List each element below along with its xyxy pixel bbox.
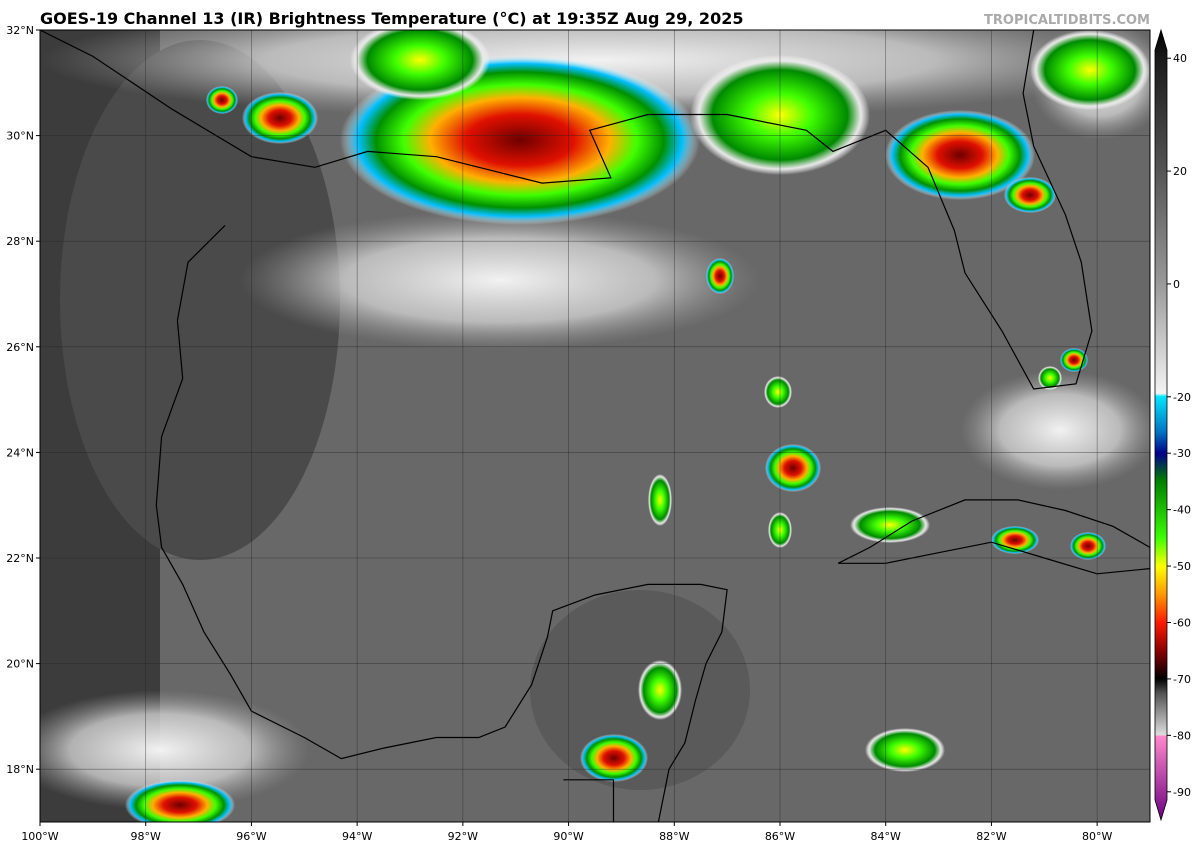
storm-cell	[638, 660, 682, 720]
lon-label: 92°W	[448, 830, 478, 843]
storm-cell	[765, 444, 821, 492]
lat-label: 18°N	[6, 763, 34, 776]
storm-cell	[206, 86, 238, 114]
colorbar-label: -40	[1173, 504, 1191, 517]
lon-label: 94°W	[342, 830, 372, 843]
colorbar-label: 40	[1173, 52, 1187, 65]
cloud-band	[40, 690, 310, 810]
colorbar-label: -90	[1173, 786, 1191, 799]
storm-cell	[764, 376, 792, 408]
colorbar-label: -70	[1173, 673, 1191, 686]
axis-labels: 32°N 30°N 28°N 26°N 24°N 22°N 20°N 18°N 100°W 98°…	[6, 24, 1112, 843]
lon-label: 98°W	[131, 830, 161, 843]
storm-cell	[580, 734, 648, 782]
coastline	[40, 30, 1093, 390]
colorbar-label: 0	[1173, 278, 1180, 291]
storm-cell	[1060, 348, 1088, 372]
lon-label: 86°W	[765, 830, 795, 843]
coastline	[563, 779, 615, 822]
storm-cell	[1030, 30, 1150, 110]
storm-cell	[125, 780, 235, 822]
coastlines	[40, 30, 1150, 822]
colorbar-label: -80	[1173, 729, 1191, 742]
storm-cell	[648, 474, 672, 526]
lon-label: 84°W	[871, 830, 901, 843]
imagery	[40, 30, 1150, 822]
lat-label: 26°N	[6, 341, 34, 354]
storm-cell	[1004, 177, 1056, 213]
colorbar-label: -20	[1173, 391, 1191, 404]
storm-cell	[1070, 532, 1106, 560]
lat-label: 30°N	[6, 130, 34, 143]
lon-label: 88°W	[659, 830, 689, 843]
storm-cell	[885, 110, 1035, 200]
colorbar-label: 20	[1173, 165, 1187, 178]
cloud-band	[240, 210, 760, 350]
lon-label: 96°W	[236, 830, 266, 843]
colorbar-label: -60	[1173, 617, 1191, 630]
colorbar	[1154, 28, 1168, 822]
lon-label: 80°W	[1082, 830, 1112, 843]
storm-cell	[350, 30, 490, 100]
lat-label: 24°N	[6, 446, 34, 459]
coastline	[155, 224, 728, 822]
lon-label: 82°W	[976, 830, 1006, 843]
colorbar-label: -30	[1173, 447, 1191, 460]
storm-cell	[850, 507, 930, 543]
map-frame	[39, 29, 1151, 823]
cloud-band	[960, 370, 1150, 490]
storm-cell	[991, 526, 1039, 554]
storm-cell	[242, 92, 318, 144]
lon-label: 100°W	[21, 830, 58, 843]
lat-label: 22°N	[6, 552, 34, 565]
storm-cell	[865, 728, 945, 772]
lon-label: 90°W	[553, 830, 583, 843]
colorbar-label: -50	[1173, 560, 1191, 573]
graticule	[40, 30, 1150, 822]
storm-cell	[706, 258, 734, 294]
land-texas	[60, 40, 340, 560]
lat-label: 32°N	[6, 24, 34, 37]
coastline	[837, 499, 1150, 575]
lat-label: 28°N	[6, 235, 34, 248]
map-title: GOES-19 Channel 13 (IR) Brightness Tempe…	[40, 9, 743, 28]
lat-label: 20°N	[6, 658, 34, 671]
storm-cell	[1038, 366, 1062, 390]
credit: TROPICALTIDBITS.COM	[984, 13, 1150, 28]
colorbar-ticks: 40 20 0 -20 -30 -40 -50 -60 -70 -80 -90	[1167, 52, 1191, 799]
